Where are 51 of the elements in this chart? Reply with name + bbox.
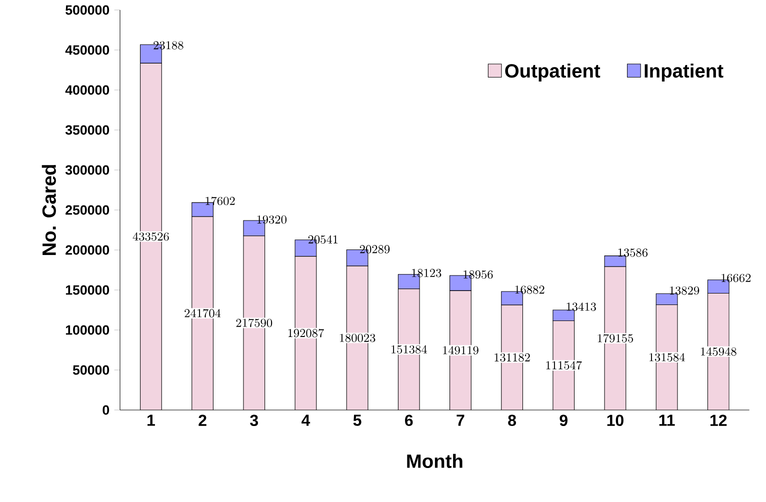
data-label: 18123 xyxy=(412,268,442,278)
y-tick-label: 100000 xyxy=(66,325,110,335)
x-tick-label: 10 xyxy=(607,414,624,426)
data-label: 241704 xyxy=(184,309,221,318)
x-tick-label: 7 xyxy=(456,414,464,426)
x-tick-label: 9 xyxy=(560,414,568,426)
y-tick-label: 300000 xyxy=(65,165,110,175)
y-tick-label: 450000 xyxy=(65,45,110,55)
legend-label: Inpatient xyxy=(644,64,724,82)
data-label: 131182 xyxy=(494,353,530,362)
data-label: 20541 xyxy=(308,235,338,244)
data-label: 433526 xyxy=(132,232,169,241)
legend-label: Outpatient xyxy=(505,64,600,82)
data-label: 131584 xyxy=(649,353,685,362)
data-label: 179155 xyxy=(598,334,634,342)
y-tick-label: 350000 xyxy=(65,125,110,135)
x-tick-label: 8 xyxy=(508,414,516,426)
data-label: 20289 xyxy=(360,245,390,254)
x-tick-label: 12 xyxy=(710,414,727,426)
y-tick-label: 0 xyxy=(102,405,110,415)
data-label: 13829 xyxy=(670,286,700,295)
data-label: 19320 xyxy=(257,215,286,224)
x-tick-label: 6 xyxy=(405,414,413,426)
data-label: 16662 xyxy=(722,274,751,282)
data-label: 151384 xyxy=(391,345,427,354)
data-label: 145948 xyxy=(700,347,736,356)
data-label: 13586 xyxy=(618,248,648,257)
x-axis-title: Month xyxy=(407,454,462,468)
x-tick-label: 2 xyxy=(198,414,206,426)
y-tick-label: 500000 xyxy=(66,5,110,15)
data-label: 23188 xyxy=(154,41,184,50)
y-tick-label: 200000 xyxy=(66,245,110,255)
data-label: 16882 xyxy=(515,286,544,294)
data-label: 192087 xyxy=(288,328,324,338)
data-label: 180023 xyxy=(340,334,376,342)
x-tick-label: 11 xyxy=(659,414,675,426)
x-tick-label: 3 xyxy=(250,414,258,426)
x-tick-label: 4 xyxy=(302,414,310,426)
x-tick-label: 1 xyxy=(148,414,155,426)
y-axis-title: No. Cared xyxy=(42,165,56,255)
x-tick-label: 5 xyxy=(353,414,362,426)
data-label: 13413 xyxy=(566,302,596,311)
y-tick-label: 250000 xyxy=(66,205,110,215)
data-label: 217590 xyxy=(236,318,272,328)
y-tick-label: 150000 xyxy=(66,285,110,295)
data-label: 17602 xyxy=(206,196,235,206)
y-tick-label: 50000 xyxy=(72,365,110,375)
data-label: 111547 xyxy=(546,361,582,370)
data-label: 18956 xyxy=(464,270,493,279)
y-tick-label: 400000 xyxy=(65,85,110,95)
data-label: 149119 xyxy=(443,346,478,354)
